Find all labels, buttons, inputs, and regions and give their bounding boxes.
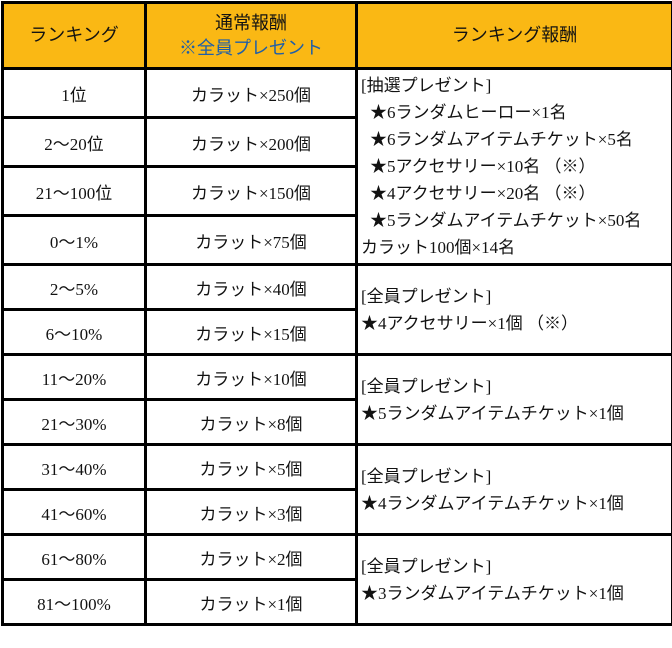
- header-ranking: ランキング: [3, 3, 146, 69]
- table-header-row: ランキング 通常報酬 ※全員プレゼント ランキング報酬: [3, 3, 672, 69]
- normal-reward-cell: カラット×3個: [146, 490, 357, 535]
- reward-section-title: [全員プレゼント]: [361, 553, 667, 580]
- normal-reward-cell: カラット×10個: [146, 355, 357, 400]
- rank-cell: 2〜5%: [3, 265, 146, 310]
- rank-cell: 6〜10%: [3, 310, 146, 355]
- table-row: 11〜20% カラット×10個 [全員プレゼント] ★5ランダムアイテムチケット…: [3, 355, 672, 400]
- ranking-reward-section-everyone-3: [全員プレゼント] ★4ランダムアイテムチケット×1個: [357, 445, 672, 535]
- rank-cell: 31〜40%: [3, 445, 146, 490]
- reward-line: ★6ランダムアイテムチケット×5名: [361, 126, 667, 153]
- table-row: 1位 カラット×250個 [抽選プレゼント] ★6ランダムヒーロー×1名 ★6ラ…: [3, 69, 672, 118]
- table-row: 31〜40% カラット×5個 [全員プレゼント] ★4ランダムアイテムチケット×…: [3, 445, 672, 490]
- rank-cell: 21〜100位: [3, 167, 146, 216]
- header-ranking-reward-label: ランキング報酬: [358, 23, 671, 48]
- reward-line: ★5ランダムアイテムチケット×1個: [361, 400, 667, 427]
- normal-reward-cell: カラット×150個: [146, 167, 357, 216]
- rank-cell: 41〜60%: [3, 490, 146, 535]
- reward-line: ★4アクセサリー×1個 （※）: [361, 310, 667, 337]
- header-normal-reward: 通常報酬 ※全員プレゼント: [146, 3, 357, 69]
- normal-reward-cell: カラット×8個: [146, 400, 357, 445]
- reward-section-title: [全員プレゼント]: [361, 463, 667, 490]
- reward-line: ★5アクセサリー×10名 （※）: [361, 153, 667, 180]
- rank-cell: 11〜20%: [3, 355, 146, 400]
- header-normal-reward-label: 通常報酬: [147, 11, 355, 36]
- header-ranking-label: ランキング: [4, 23, 144, 48]
- reward-line: ★4アクセサリー×20名 （※）: [361, 180, 667, 207]
- normal-reward-cell: カラット×5個: [146, 445, 357, 490]
- rank-cell: 2〜20位: [3, 118, 146, 167]
- reward-line: カラット100個×14名: [361, 234, 667, 261]
- ranking-reward-section-everyone-1: [全員プレゼント] ★4アクセサリー×1個 （※）: [357, 265, 672, 355]
- header-everyone-note: ※全員プレゼント: [147, 36, 355, 61]
- ranking-reward-section-lottery: [抽選プレゼント] ★6ランダムヒーロー×1名 ★6ランダムアイテムチケット×5…: [357, 69, 672, 265]
- rewards-table: ランキング 通常報酬 ※全員プレゼント ランキング報酬 1位 カラット×250個…: [1, 1, 672, 626]
- normal-reward-cell: カラット×250個: [146, 69, 357, 118]
- reward-section-title: [抽選プレゼント]: [361, 72, 667, 99]
- normal-reward-cell: カラット×2個: [146, 535, 357, 580]
- normal-reward-cell: カラット×15個: [146, 310, 357, 355]
- ranking-reward-section-everyone-2: [全員プレゼント] ★5ランダムアイテムチケット×1個: [357, 355, 672, 445]
- normal-reward-cell: カラット×1個: [146, 580, 357, 625]
- normal-reward-cell: カラット×200個: [146, 118, 357, 167]
- reward-section-title: [全員プレゼント]: [361, 373, 667, 400]
- reward-line: ★5ランダムアイテムチケット×50名: [361, 207, 667, 234]
- ranking-reward-section-everyone-4: [全員プレゼント] ★3ランダムアイテムチケット×1個: [357, 535, 672, 625]
- normal-reward-cell: カラット×75個: [146, 216, 357, 265]
- normal-reward-cell: カラット×40個: [146, 265, 357, 310]
- reward-section-title: [全員プレゼント]: [361, 283, 667, 310]
- rank-cell: 21〜30%: [3, 400, 146, 445]
- table-row: 61〜80% カラット×2個 [全員プレゼント] ★3ランダムアイテムチケット×…: [3, 535, 672, 580]
- rank-cell: 61〜80%: [3, 535, 146, 580]
- rank-cell: 0〜1%: [3, 216, 146, 265]
- rank-cell: 81〜100%: [3, 580, 146, 625]
- table-row: 2〜5% カラット×40個 [全員プレゼント] ★4アクセサリー×1個 （※）: [3, 265, 672, 310]
- reward-line: ★6ランダムヒーロー×1名: [361, 99, 667, 126]
- header-ranking-reward: ランキング報酬: [357, 3, 672, 69]
- reward-line: ★3ランダムアイテムチケット×1個: [361, 580, 667, 607]
- rank-cell: 1位: [3, 69, 146, 118]
- reward-line: ★4ランダムアイテムチケット×1個: [361, 490, 667, 517]
